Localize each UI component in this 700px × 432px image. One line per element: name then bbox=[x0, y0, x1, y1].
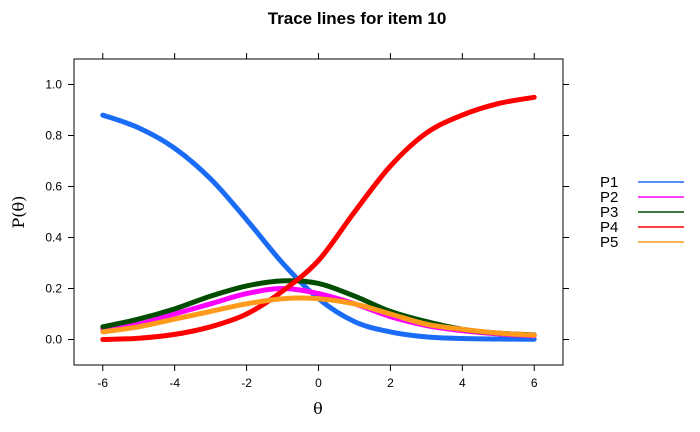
x-tick-label: 0 bbox=[315, 376, 322, 390]
x-tick-label: -2 bbox=[241, 376, 252, 390]
y-tick-label: 0.2 bbox=[45, 282, 62, 296]
series-lines bbox=[100, 94, 537, 342]
legend-label-p2: P2 bbox=[600, 189, 618, 206]
x-tick-label: -4 bbox=[169, 376, 180, 390]
x-tick-label: 4 bbox=[459, 376, 466, 390]
series-line-p5 bbox=[100, 295, 537, 338]
legend-label-p1: P1 bbox=[600, 174, 618, 191]
chart-title: Trace lines for item 10 bbox=[268, 9, 447, 28]
legend-label-p5: P5 bbox=[600, 234, 618, 251]
x-axis-label: θ bbox=[313, 399, 323, 418]
series-line-p4 bbox=[100, 94, 537, 342]
y-tick-label: 0.0 bbox=[45, 333, 62, 347]
legend-label-p4: P4 bbox=[600, 219, 618, 236]
y-axis-label: P(θ) bbox=[9, 196, 28, 229]
y-tick-label: 1.0 bbox=[45, 78, 62, 92]
y-tick-label: 0.4 bbox=[45, 231, 62, 245]
series-line-p3 bbox=[100, 278, 537, 338]
x-tick-label: 6 bbox=[531, 376, 538, 390]
x-tick-label: -6 bbox=[97, 376, 108, 390]
y-tick-label: 0.8 bbox=[45, 129, 62, 143]
x-tick-label: 2 bbox=[387, 376, 394, 390]
axes-ticks: -6 -4 -2 0 2 4 6 0.0 0.2 0.4 0.6 0.8 1.0 bbox=[45, 53, 569, 390]
series-line-p1 bbox=[100, 112, 537, 342]
y-tick-label: 0.6 bbox=[45, 180, 62, 194]
legend-label-p3: P3 bbox=[600, 204, 618, 221]
